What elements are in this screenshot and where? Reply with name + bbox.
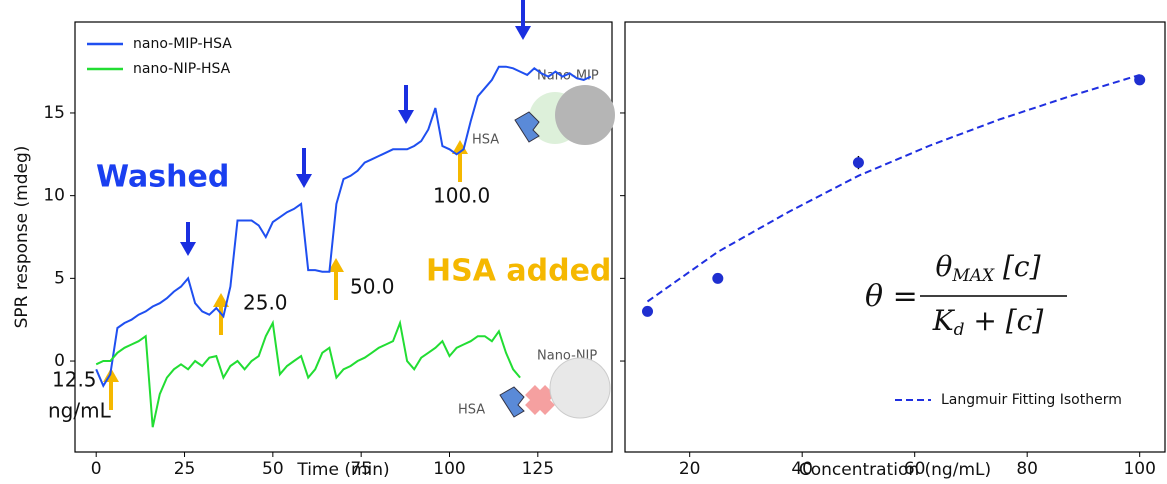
annotation: 50.0 <box>350 275 395 299</box>
annotation: 12.5 <box>52 368 97 392</box>
x-tick-label: 0 <box>91 459 102 479</box>
right-frame <box>624 21 1166 453</box>
icon <box>549 357 611 419</box>
eq-part: K <box>932 304 956 337</box>
icon <box>555 85 615 145</box>
data-point <box>1134 74 1146 86</box>
annotation: ng/mL <box>48 399 112 423</box>
eq-part: + [c] <box>965 304 1044 337</box>
y-tick-label: 5 <box>54 268 65 288</box>
annotation: HSA <box>472 133 499 148</box>
eq-part: [c] <box>994 250 1041 283</box>
y-tick-label: 10 <box>43 186 65 206</box>
x-tick-label: 20 <box>679 459 701 479</box>
x-axis-label: Time (min) <box>296 460 389 480</box>
annotation: Washed <box>96 160 229 195</box>
annotation: HSA added <box>426 254 611 289</box>
icon <box>525 385 555 415</box>
equation-denominator: Kd + [c] <box>932 304 1044 340</box>
x-tick-label: 80 <box>1016 459 1038 479</box>
y-axis-label: SPR response (mdeg) <box>12 146 32 329</box>
left-frame <box>74 21 613 453</box>
x-tick-label: 100 <box>433 459 465 479</box>
equation-lhs: θ = <box>865 279 918 314</box>
x-axis-label: Concentration (ng/mL) <box>799 460 991 480</box>
icon <box>514 111 540 143</box>
y-tick-label: 15 <box>43 103 65 123</box>
annotation: HSA <box>458 403 485 418</box>
y-tick-label: 0 <box>54 351 65 371</box>
x-tick-label: 100 <box>1123 459 1155 479</box>
x-tick-label: 25 <box>174 459 196 479</box>
x-tick-label: 75 <box>350 459 372 479</box>
eq-part: MAX <box>951 266 995 286</box>
eq-part: θ <box>935 250 952 283</box>
data-point <box>712 272 724 284</box>
legend-label: Langmuir Fitting Isotherm <box>941 392 1122 408</box>
line <box>95 319 521 428</box>
x-tick-label: 40 <box>791 459 813 479</box>
annotation: 100.0 <box>433 184 490 208</box>
annotation: 25.0 <box>243 291 288 315</box>
x-tick-label: 125 <box>522 459 554 479</box>
eq-part: d <box>954 320 965 340</box>
washed-arrows <box>180 0 531 256</box>
fit-line <box>646 73 1140 303</box>
x-tick-label: 60 <box>904 459 926 479</box>
data-point <box>852 157 864 169</box>
line <box>95 65 592 388</box>
icon <box>499 386 525 418</box>
equation-numerator: θMAX [c] <box>935 250 1040 286</box>
data-point <box>642 305 653 317</box>
x-tick-label: 50 <box>262 459 284 479</box>
legend-label: nano-MIP-HSA <box>133 36 232 52</box>
legend-label: nano-NIP-HSA <box>133 61 231 77</box>
